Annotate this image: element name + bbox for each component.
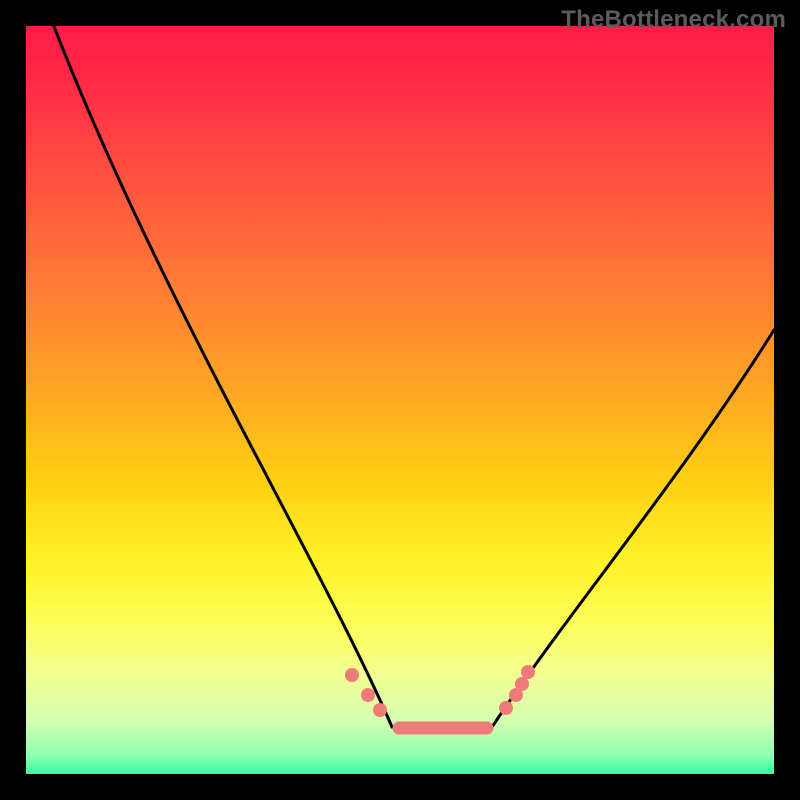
optimum-point-2 [373,703,387,717]
optimum-point-1 [361,688,375,702]
frame-border-right [774,0,800,800]
optimum-point-0 [345,668,359,682]
optimum-point-6 [521,665,535,679]
frame-border-bottom [0,774,800,800]
chart-frame: TheBottleneck.com [0,0,800,800]
gradient-background [0,0,800,800]
watermark-text: TheBottleneck.com [561,6,786,34]
optimum-point-3 [499,701,513,715]
frame-border-left [0,0,26,800]
optimum-point-5 [515,677,529,691]
bottleneck-curve-chart [0,0,800,800]
